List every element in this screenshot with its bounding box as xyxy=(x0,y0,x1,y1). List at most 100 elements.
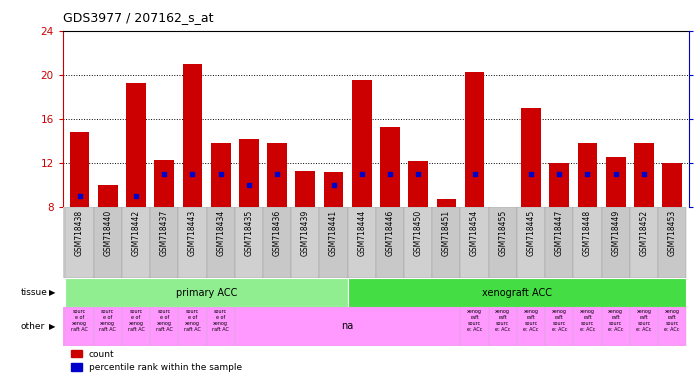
Text: xenograft ACC: xenograft ACC xyxy=(482,288,552,298)
Bar xyxy=(380,127,400,207)
Text: GSM718447: GSM718447 xyxy=(555,210,564,256)
Bar xyxy=(347,278,686,307)
Bar xyxy=(94,307,122,346)
Bar xyxy=(207,207,235,278)
Text: xenog
raft
sourc
e: ACc: xenog raft sourc e: ACc xyxy=(551,309,567,331)
Bar xyxy=(545,207,574,278)
Text: GSM718435: GSM718435 xyxy=(244,210,253,256)
Bar xyxy=(178,207,207,278)
Bar xyxy=(207,307,235,346)
Bar xyxy=(150,207,178,278)
Bar xyxy=(658,307,686,346)
Text: xenog
raft
sourc
e: ACc: xenog raft sourc e: ACc xyxy=(580,309,595,331)
Text: sourc
e of
xenog
raft AC: sourc e of xenog raft AC xyxy=(184,309,201,331)
Bar xyxy=(98,185,118,207)
Bar xyxy=(126,83,146,207)
Text: GSM718440: GSM718440 xyxy=(103,210,112,256)
Bar xyxy=(291,207,319,278)
Bar xyxy=(376,207,404,278)
Bar xyxy=(235,207,263,278)
Text: na: na xyxy=(342,321,354,331)
Text: GSM718448: GSM718448 xyxy=(583,210,592,256)
Text: GSM718437: GSM718437 xyxy=(159,210,168,256)
Bar xyxy=(606,157,626,207)
Text: GSM718451: GSM718451 xyxy=(442,210,451,256)
Text: GSM718434: GSM718434 xyxy=(216,210,225,256)
Bar xyxy=(65,207,94,278)
Text: sourc
e of
xenog
raft AC: sourc e of xenog raft AC xyxy=(156,309,173,331)
Text: xenog
raft
sourc
e: ACc: xenog raft sourc e: ACc xyxy=(665,309,680,331)
Text: GSM718438: GSM718438 xyxy=(75,210,84,256)
Bar xyxy=(150,307,178,346)
Bar xyxy=(432,207,461,278)
Text: GSM718455: GSM718455 xyxy=(498,210,507,256)
Bar xyxy=(319,207,347,278)
Text: GSM718453: GSM718453 xyxy=(667,210,677,256)
Bar xyxy=(122,207,150,278)
Bar xyxy=(461,207,489,278)
Bar xyxy=(601,307,630,346)
Bar xyxy=(630,307,658,346)
Bar xyxy=(545,307,574,346)
Bar xyxy=(409,161,428,207)
Bar xyxy=(489,207,517,278)
Bar xyxy=(489,307,517,346)
Text: other: other xyxy=(21,322,45,331)
Text: ▶: ▶ xyxy=(49,322,55,331)
Text: GSM718442: GSM718442 xyxy=(132,210,141,256)
Bar xyxy=(461,307,489,346)
Bar xyxy=(574,207,601,278)
Bar xyxy=(574,307,601,346)
Text: xenog
raft
sourc
e: ACc: xenog raft sourc e: ACc xyxy=(608,309,624,331)
Text: sourc
e of
xenog
raft AC: sourc e of xenog raft AC xyxy=(100,309,116,331)
Bar xyxy=(70,132,90,207)
Bar xyxy=(324,172,343,207)
Text: xenog
raft
sourc
e: ACc: xenog raft sourc e: ACc xyxy=(636,309,651,331)
Text: primary ACC: primary ACC xyxy=(176,288,237,298)
Text: GSM718450: GSM718450 xyxy=(413,210,422,256)
Bar xyxy=(578,143,597,207)
Bar xyxy=(634,143,654,207)
Text: xenog
raft
sourc
e: ACc: xenog raft sourc e: ACc xyxy=(495,309,510,331)
Bar xyxy=(263,207,291,278)
Text: GSM718436: GSM718436 xyxy=(273,210,282,256)
Bar xyxy=(662,163,682,207)
Bar xyxy=(517,307,545,346)
Text: ▶: ▶ xyxy=(49,288,55,297)
Text: GSM718454: GSM718454 xyxy=(470,210,479,256)
Legend: count, percentile rank within the sample: count, percentile rank within the sample xyxy=(67,346,246,376)
Bar xyxy=(465,71,484,207)
Text: GSM718446: GSM718446 xyxy=(386,210,395,256)
Text: sourc
e of
xenog
raft AC: sourc e of xenog raft AC xyxy=(212,309,229,331)
Bar xyxy=(65,278,347,307)
Bar xyxy=(155,160,174,207)
Bar xyxy=(235,307,461,346)
Text: xenog
raft
sourc
e: ACc: xenog raft sourc e: ACc xyxy=(467,309,482,331)
Text: xenog
raft
sourc
e: ACc: xenog raft sourc e: ACc xyxy=(523,309,539,331)
Bar xyxy=(122,307,150,346)
Bar xyxy=(239,139,259,207)
Bar xyxy=(267,143,287,207)
Bar xyxy=(658,207,686,278)
Bar xyxy=(347,207,376,278)
Text: GSM718452: GSM718452 xyxy=(640,210,649,256)
Text: GSM718445: GSM718445 xyxy=(527,210,535,256)
Text: GSM718439: GSM718439 xyxy=(301,210,310,256)
Bar xyxy=(178,307,207,346)
Text: GDS3977 / 207162_s_at: GDS3977 / 207162_s_at xyxy=(63,12,213,25)
Bar xyxy=(404,207,432,278)
Bar xyxy=(352,80,372,207)
Bar xyxy=(211,143,230,207)
Text: sourc
e of
xenog
raft AC: sourc e of xenog raft AC xyxy=(127,309,145,331)
Bar xyxy=(182,64,203,207)
Bar xyxy=(295,171,315,207)
Bar xyxy=(630,207,658,278)
Bar xyxy=(517,207,545,278)
Text: tissue: tissue xyxy=(21,288,48,297)
Bar xyxy=(65,307,94,346)
Text: GSM718449: GSM718449 xyxy=(611,210,620,256)
Text: sourc
e of
xenog
raft AC: sourc e of xenog raft AC xyxy=(71,309,88,331)
Text: GSM718441: GSM718441 xyxy=(329,210,338,256)
Text: GSM718443: GSM718443 xyxy=(188,210,197,256)
Bar xyxy=(549,163,569,207)
